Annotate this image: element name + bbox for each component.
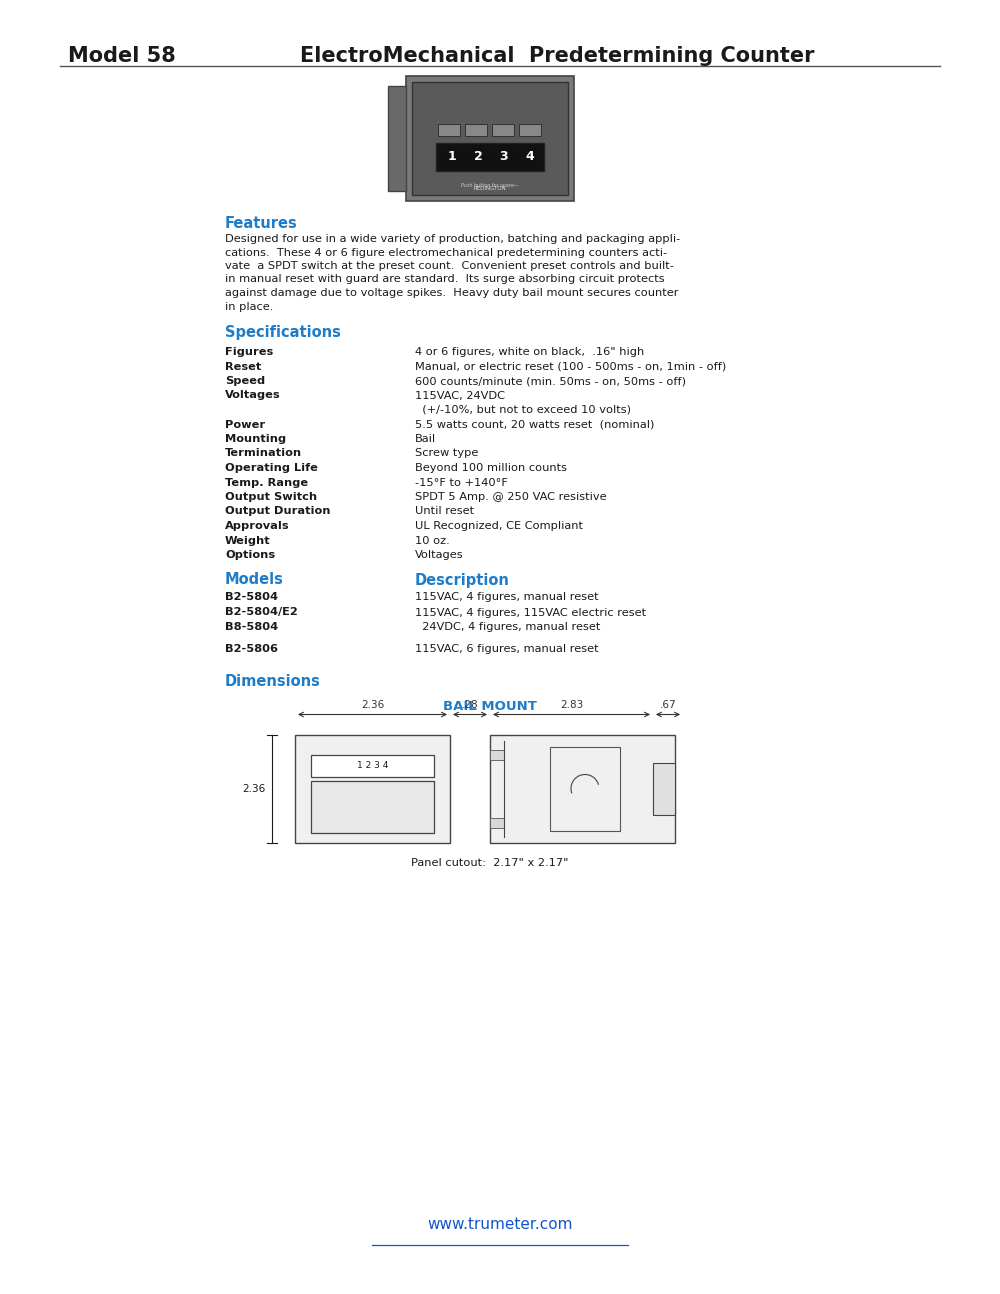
Text: 115VAC, 24VDC: 115VAC, 24VDC [415,391,505,401]
Text: B2-5806: B2-5806 [225,644,278,655]
Bar [311,780,434,832]
Text: Mounting: Mounting [225,433,286,444]
Bar [412,82,568,195]
Bar [492,124,514,136]
Text: (+/-10%, but not to exceed 10 volts): (+/-10%, but not to exceed 10 volts) [415,405,631,415]
Text: B8-5804: B8-5804 [225,622,278,633]
Text: Manual, or electric reset (100 - 500ms - on, 1min - off): Manual, or electric reset (100 - 500ms -… [415,361,726,371]
Bar [653,762,675,814]
Text: cations.  These 4 or 6 figure electromechanical predetermining counters acti-: cations. These 4 or 6 figure electromech… [225,247,667,258]
Text: SPDT 5 Amp. @ 250 VAC resistive: SPDT 5 Amp. @ 250 VAC resistive [415,492,607,502]
Text: B2-5804: B2-5804 [225,593,278,603]
Text: 115VAC, 4 figures, manual reset: 115VAC, 4 figures, manual reset [415,593,599,603]
Bar [311,754,434,776]
Text: in manual reset with guard are standard.  Its surge absorbing circuit protects: in manual reset with guard are standard.… [225,274,665,285]
Text: B2-5804/E2: B2-5804/E2 [225,607,298,617]
Text: Reset: Reset [225,361,261,371]
Text: Figures: Figures [225,347,273,357]
Text: Termination: Termination [225,449,302,458]
Text: Options: Options [225,550,275,560]
Text: Speed: Speed [225,377,265,386]
Text: .67: .67 [660,700,676,709]
Text: .28: .28 [462,700,478,709]
Text: BAIL MOUNT: BAIL MOUNT [443,700,537,713]
Text: Bail: Bail [415,433,436,444]
Text: Model 58: Model 58 [68,47,176,66]
Text: 10 oz.: 10 oz. [415,536,450,546]
Text: www.trumeter.com: www.trumeter.com [427,1216,573,1232]
Text: Voltages: Voltages [225,391,281,401]
Text: Description: Description [415,572,510,587]
Text: 115VAC, 4 figures, 115VAC electric reset: 115VAC, 4 figures, 115VAC electric reset [415,607,646,617]
Text: 4: 4 [526,150,534,163]
Text: 115VAC, 6 figures, manual reset: 115VAC, 6 figures, manual reset [415,644,599,655]
Text: 2.36: 2.36 [242,783,266,793]
Text: 600 counts/minute (min. 50ms - on, 50ms - off): 600 counts/minute (min. 50ms - on, 50ms … [415,377,686,386]
Text: 1: 1 [448,150,456,163]
Bar [388,85,406,192]
Text: Specifications: Specifications [225,325,341,340]
Text: Power: Power [225,419,265,430]
Text: in place.: in place. [225,302,273,312]
Text: 3: 3 [500,150,508,163]
Text: Operating Life: Operating Life [225,463,318,474]
Text: against damage due to voltage spikes.  Heavy duty bail mount secures counter: against damage due to voltage spikes. He… [225,289,678,298]
Text: 2.36: 2.36 [361,700,384,709]
Bar [550,747,620,831]
Bar [436,144,544,171]
Text: 5.5 watts count, 20 watts reset  (nominal): 5.5 watts count, 20 watts reset (nominal… [415,419,654,430]
Text: 2: 2 [474,150,482,163]
Bar [406,76,574,201]
Text: 24VDC, 4 figures, manual reset: 24VDC, 4 figures, manual reset [415,622,600,633]
Bar [490,818,504,827]
Text: Panel cutout:  2.17" x 2.17": Panel cutout: 2.17" x 2.17" [411,858,569,868]
Text: UL Recognized, CE Compliant: UL Recognized, CE Compliant [415,521,583,531]
Text: Approvals: Approvals [225,521,290,531]
Text: Voltages: Voltages [415,550,464,560]
Text: Output Switch: Output Switch [225,492,317,502]
Bar [519,124,541,136]
Text: Dimensions: Dimensions [225,673,321,688]
Bar [295,735,450,842]
Text: Temp. Range: Temp. Range [225,477,308,488]
Text: Designed for use in a wide variety of production, batching and packaging appli-: Designed for use in a wide variety of pr… [225,234,680,245]
Text: Models: Models [225,572,284,587]
Bar [438,124,460,136]
Text: Weight: Weight [225,536,271,546]
Text: Until reset: Until reset [415,506,474,516]
Text: 2.83: 2.83 [560,700,583,709]
Text: -15°F to +140°F: -15°F to +140°F [415,477,508,488]
Text: Output Duration: Output Duration [225,506,330,516]
Text: ElectroMechanical  Predetermining Counter: ElectroMechanical Predetermining Counter [300,47,814,66]
Bar [465,124,487,136]
Text: vate  a SPDT switch at the preset count.  Convenient preset controls and built-: vate a SPDT switch at the preset count. … [225,261,674,270]
Text: REDINGTON: REDINGTON [474,186,506,192]
Text: Push button for spare—: Push button for spare— [461,182,519,188]
Text: 4 or 6 figures, white on black,  .16" high: 4 or 6 figures, white on black, .16" hig… [415,347,644,357]
Text: Beyond 100 million counts: Beyond 100 million counts [415,463,567,474]
Text: Screw type: Screw type [415,449,478,458]
Bar [490,749,504,760]
Text: 1 2 3 4: 1 2 3 4 [357,761,388,770]
Text: Features: Features [225,216,298,232]
Bar [490,735,675,842]
